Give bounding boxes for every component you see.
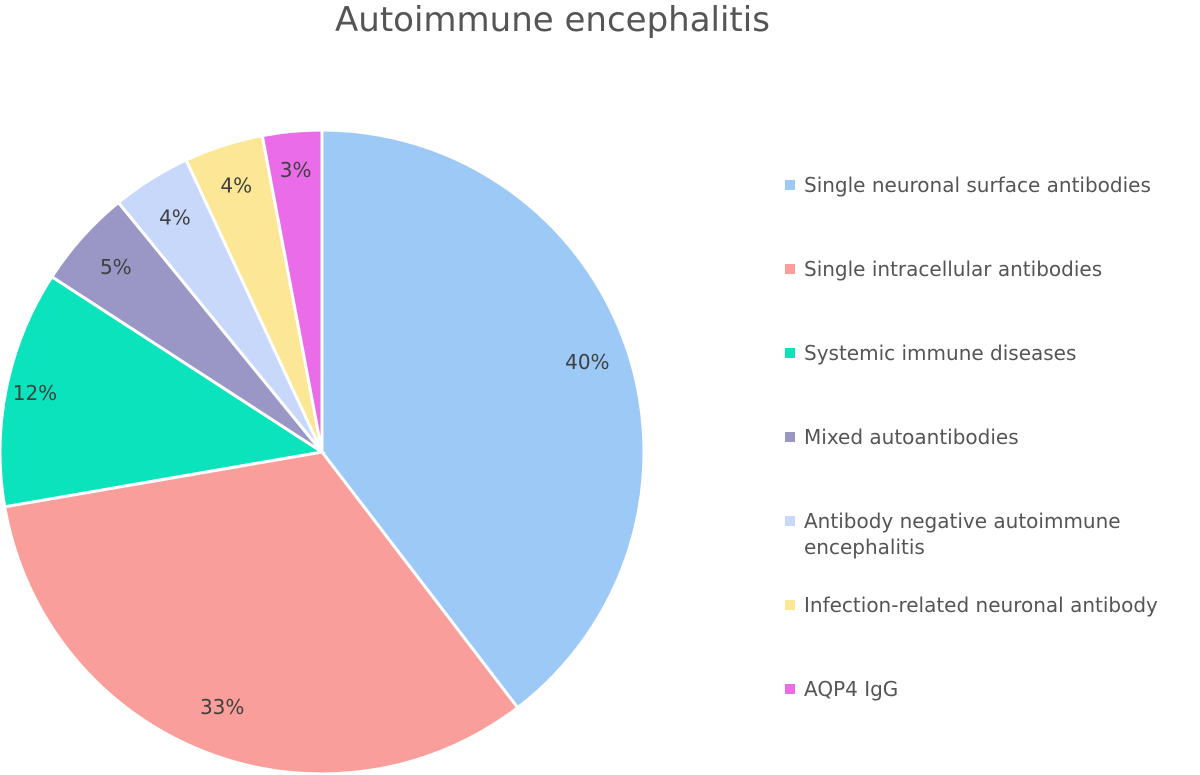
pie-chart: 40% 33% 12% 5% 4% 4% 3%: [0, 128, 646, 775]
legend-swatch: [785, 684, 795, 694]
legend-label: Single neuronal surface antibodies: [804, 173, 1151, 197]
legend-label: Infection-related neuronal antibody: [804, 593, 1158, 617]
legend-swatch: [785, 432, 795, 442]
data-label-single-intracellular-antibodies: 33%: [200, 695, 244, 719]
pie-slice-single-neuronal-surface-antibodies: [320, 128, 646, 710]
data-label-single-neuronal-surface-antibodies: 40%: [565, 350, 609, 374]
legend-swatch: [785, 180, 795, 190]
legend-swatch: [785, 516, 795, 526]
pie-slices: [0, 128, 646, 775]
legend-swatch: [785, 264, 795, 274]
legend-label: AQP4 IgG: [804, 677, 899, 701]
pie-data-labels: 40% 33% 12% 5% 4% 4% 3%: [13, 158, 610, 719]
data-label-aqp4-igg: 3%: [280, 158, 312, 182]
legend-label: Antibody negative autoimmune encephaliti…: [804, 509, 1121, 559]
chart-title: Autoimmune encephalitis: [335, 0, 770, 40]
legend-label: Systemic immune diseases: [804, 341, 1077, 365]
legend: Single neuronal surface antibodies Single…: [785, 0, 1200, 775]
data-label-systemic-immune-diseases: 12%: [13, 381, 57, 405]
pie-slice-aqp4-igg: [260, 128, 324, 453]
legend-swatch: [785, 600, 795, 610]
legend-label: Mixed autoantibodies: [804, 425, 1019, 449]
legend-label: Single intracellular antibodies: [804, 257, 1103, 281]
data-label-mixed-autoantibodies: 5%: [100, 255, 132, 279]
data-label-antibody-negative-autoimmune-encephalitis: 4%: [159, 205, 191, 229]
legend-swatch: [785, 348, 795, 358]
pie-slice-single-intracellular-antibodies: [2, 450, 520, 775]
data-label-infection-related-neuronal-antibody: 4%: [220, 173, 252, 197]
pie-slice-systemic-immune-diseases: [0, 274, 327, 509]
